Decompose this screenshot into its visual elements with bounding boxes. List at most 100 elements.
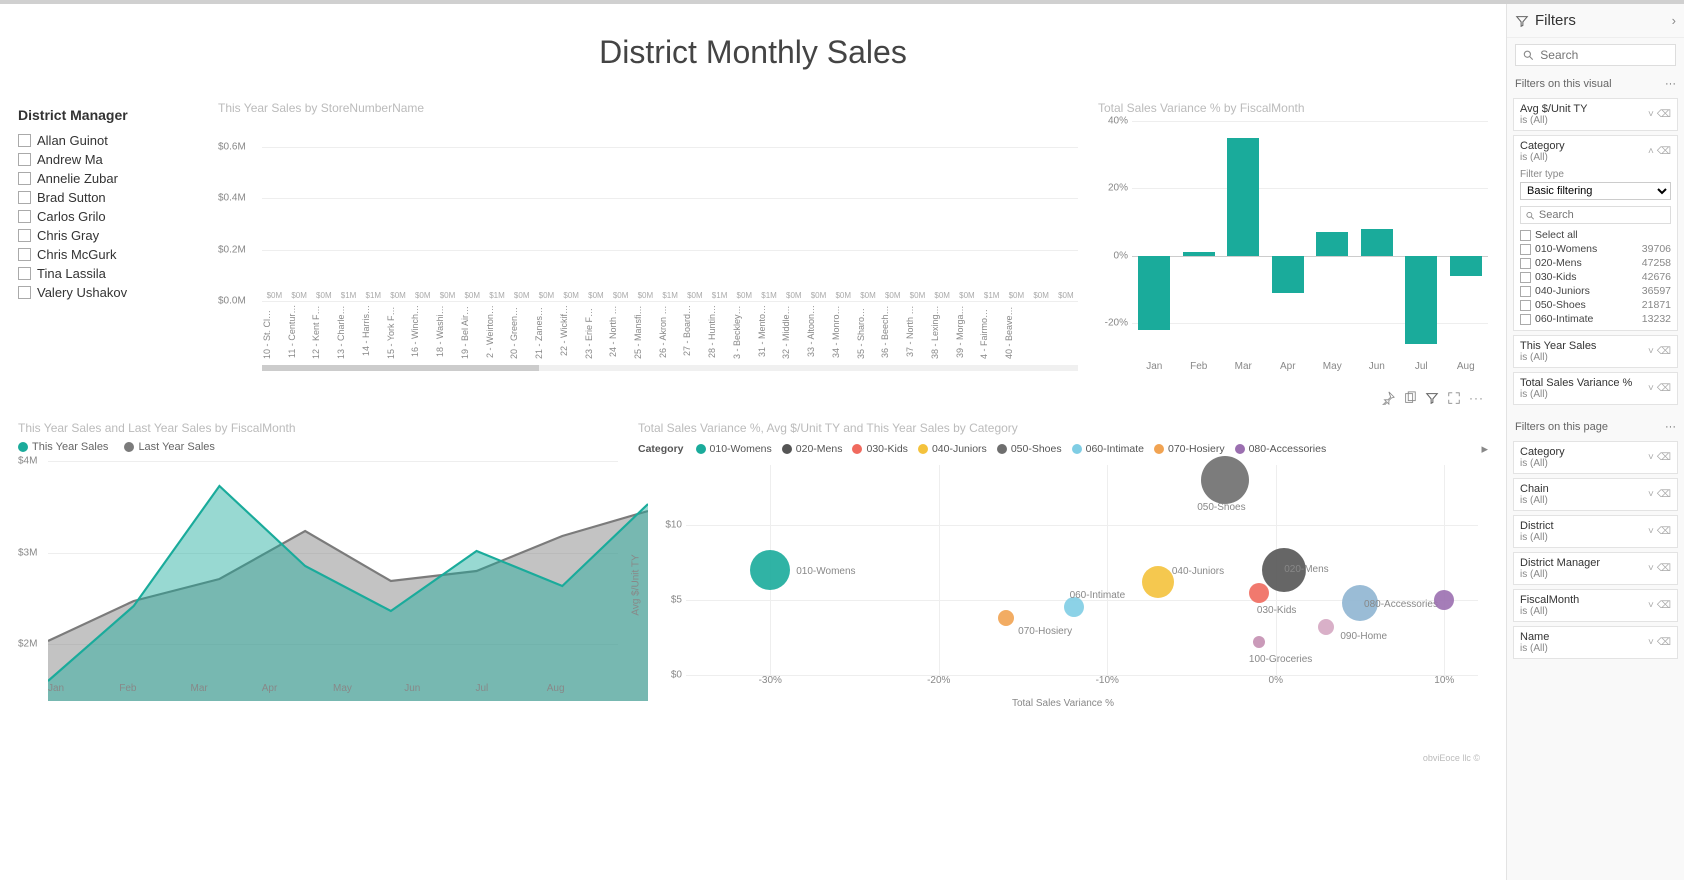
scatter-point[interactable] xyxy=(1142,566,1174,598)
variance-bar[interactable] xyxy=(1272,256,1304,293)
filter-type-select[interactable]: Basic filtering xyxy=(1520,182,1671,200)
bar-chart-scrollbar[interactable] xyxy=(262,365,1078,371)
legend-scroll-icon[interactable]: ▸ xyxy=(1481,441,1488,457)
filter-icon[interactable] xyxy=(1425,391,1439,405)
filter-option[interactable]: 030-Kids42676 xyxy=(1520,270,1671,284)
checkbox-icon[interactable] xyxy=(1520,286,1531,297)
filter-card-header[interactable]: Categoryis (All)˅⌫ xyxy=(1520,446,1671,469)
chevron-icon[interactable]: ˅ xyxy=(1648,109,1654,120)
scatter-point[interactable] xyxy=(998,610,1014,626)
checkbox-icon[interactable] xyxy=(18,267,31,280)
section-more-icon[interactable]: ··· xyxy=(1665,78,1676,90)
chevron-icon[interactable]: ˅ xyxy=(1648,563,1654,574)
collapse-pane-icon[interactable]: › xyxy=(1672,13,1676,28)
legend-item[interactable]: 030-Kids xyxy=(852,443,907,455)
pin-icon[interactable] xyxy=(1381,391,1395,405)
checkbox-icon[interactable] xyxy=(18,286,31,299)
variance-bar[interactable] xyxy=(1138,256,1170,330)
chevron-icon[interactable]: ˅ xyxy=(1648,637,1654,648)
clear-filter-icon[interactable]: ⌫ xyxy=(1657,452,1671,463)
filter-values-search[interactable] xyxy=(1520,206,1671,224)
slicer-item[interactable]: Brad Sutton xyxy=(18,188,198,207)
filter-card-header[interactable]: Total Sales Variance %is (All)˅⌫ xyxy=(1520,377,1671,400)
filter-card-header[interactable]: Avg $/Unit TYis (All)˅⌫ xyxy=(1520,103,1671,126)
filter-option[interactable]: 060-Intimate13232 xyxy=(1520,312,1671,326)
slicer-item[interactable]: Annelie Zubar xyxy=(18,169,198,188)
copy-icon[interactable] xyxy=(1403,391,1417,405)
scatter-point[interactable] xyxy=(1249,583,1269,603)
slicer-item[interactable]: Chris Gray xyxy=(18,226,198,245)
filter-option[interactable]: 020-Mens47258 xyxy=(1520,256,1671,270)
checkbox-icon[interactable] xyxy=(18,191,31,204)
slicer-item[interactable]: Tina Lassila xyxy=(18,264,198,283)
slicer-item[interactable]: Allan Guinot xyxy=(18,131,198,150)
checkbox-icon[interactable] xyxy=(18,172,31,185)
slicer-item[interactable]: Carlos Grilo xyxy=(18,207,198,226)
filter-values-search-input[interactable] xyxy=(1539,209,1666,221)
legend-item[interactable]: 010-Womens xyxy=(696,443,772,455)
filter-card-header[interactable]: This Year Salesis (All)˅⌫ xyxy=(1520,340,1671,363)
scatter-point[interactable] xyxy=(750,550,790,590)
clear-filter-icon[interactable]: ⌫ xyxy=(1657,526,1671,537)
scatter-chart[interactable]: ··· Total Sales Variance %, Avg $/Unit T… xyxy=(638,421,1488,761)
checkbox-icon[interactable] xyxy=(1520,272,1531,283)
filter-card-header[interactable]: District Manageris (All)˅⌫ xyxy=(1520,557,1671,580)
checkbox-icon[interactable] xyxy=(1520,258,1531,269)
checkbox-icon[interactable] xyxy=(1520,314,1531,325)
variance-bar[interactable] xyxy=(1227,138,1259,256)
filters-search[interactable] xyxy=(1515,44,1676,66)
filter-card-header[interactable]: Categoryis (All)˄⌫ xyxy=(1520,140,1671,163)
clear-filter-icon[interactable]: ⌫ xyxy=(1657,600,1671,611)
filter-card-header[interactable]: Districtis (All)˅⌫ xyxy=(1520,520,1671,543)
clear-filter-icon[interactable]: ⌫ xyxy=(1657,146,1671,157)
chevron-icon[interactable]: ˅ xyxy=(1648,383,1654,394)
legend-item[interactable]: 070-Hosiery xyxy=(1154,443,1225,455)
variance-bar[interactable] xyxy=(1183,252,1215,255)
filters-search-input[interactable] xyxy=(1540,48,1669,62)
legend-item[interactable]: 080-Accessories xyxy=(1235,443,1327,455)
clear-filter-icon[interactable]: ⌫ xyxy=(1657,383,1671,394)
chevron-icon[interactable]: ˅ xyxy=(1648,489,1654,500)
checkbox-icon[interactable] xyxy=(18,210,31,223)
clear-filter-icon[interactable]: ⌫ xyxy=(1657,109,1671,120)
chevron-icon[interactable]: ˅ xyxy=(1648,600,1654,611)
filter-card-header[interactable]: Chainis (All)˅⌫ xyxy=(1520,483,1671,506)
scatter-point[interactable] xyxy=(1318,619,1334,635)
more-icon[interactable]: ··· xyxy=(1469,391,1484,405)
scatter-point[interactable] xyxy=(1201,456,1249,504)
legend-item[interactable]: 020-Mens xyxy=(782,443,843,455)
filter-card-header[interactable]: FiscalMonthis (All)˅⌫ xyxy=(1520,594,1671,617)
filter-card-header[interactable]: Nameis (All)˅⌫ xyxy=(1520,631,1671,654)
clear-filter-icon[interactable]: ⌫ xyxy=(1657,563,1671,574)
legend-item[interactable]: 040-Juniors xyxy=(918,443,987,455)
checkbox-icon[interactable] xyxy=(1520,300,1531,311)
chevron-icon[interactable]: ˅ xyxy=(1648,346,1654,357)
filter-option[interactable]: 040-Juniors36597 xyxy=(1520,284,1671,298)
scatter-point[interactable] xyxy=(1434,590,1454,610)
checkbox-icon[interactable] xyxy=(1520,230,1531,241)
chevron-icon[interactable]: ˅ xyxy=(1648,452,1654,463)
filter-option[interactable]: Select all xyxy=(1520,228,1671,242)
variance-bar[interactable] xyxy=(1316,232,1348,256)
variance-bar[interactable] xyxy=(1405,256,1437,344)
filter-option[interactable]: 050-Shoes21871 xyxy=(1520,298,1671,312)
checkbox-icon[interactable] xyxy=(18,134,31,147)
chevron-icon[interactable]: ˄ xyxy=(1648,146,1654,157)
clear-filter-icon[interactable]: ⌫ xyxy=(1657,489,1671,500)
slicer-item[interactable]: Valery Ushakov xyxy=(18,283,198,302)
slicer-item[interactable]: Andrew Ma xyxy=(18,150,198,169)
legend-item[interactable]: Last Year Sales xyxy=(124,441,214,453)
slicer-item[interactable]: Chris McGurk xyxy=(18,245,198,264)
filter-option[interactable]: 010-Womens39706 xyxy=(1520,242,1671,256)
legend-item[interactable]: 050-Shoes xyxy=(997,443,1062,455)
checkbox-icon[interactable] xyxy=(18,153,31,166)
clear-filter-icon[interactable]: ⌫ xyxy=(1657,637,1671,648)
section-more-icon[interactable]: ··· xyxy=(1665,421,1676,433)
checkbox-icon[interactable] xyxy=(18,248,31,261)
variance-bar[interactable] xyxy=(1450,256,1482,276)
variance-bar[interactable] xyxy=(1361,229,1393,256)
focus-icon[interactable] xyxy=(1447,391,1461,405)
checkbox-icon[interactable] xyxy=(18,229,31,242)
chevron-icon[interactable]: ˅ xyxy=(1648,526,1654,537)
legend-item[interactable]: This Year Sales xyxy=(18,441,108,453)
